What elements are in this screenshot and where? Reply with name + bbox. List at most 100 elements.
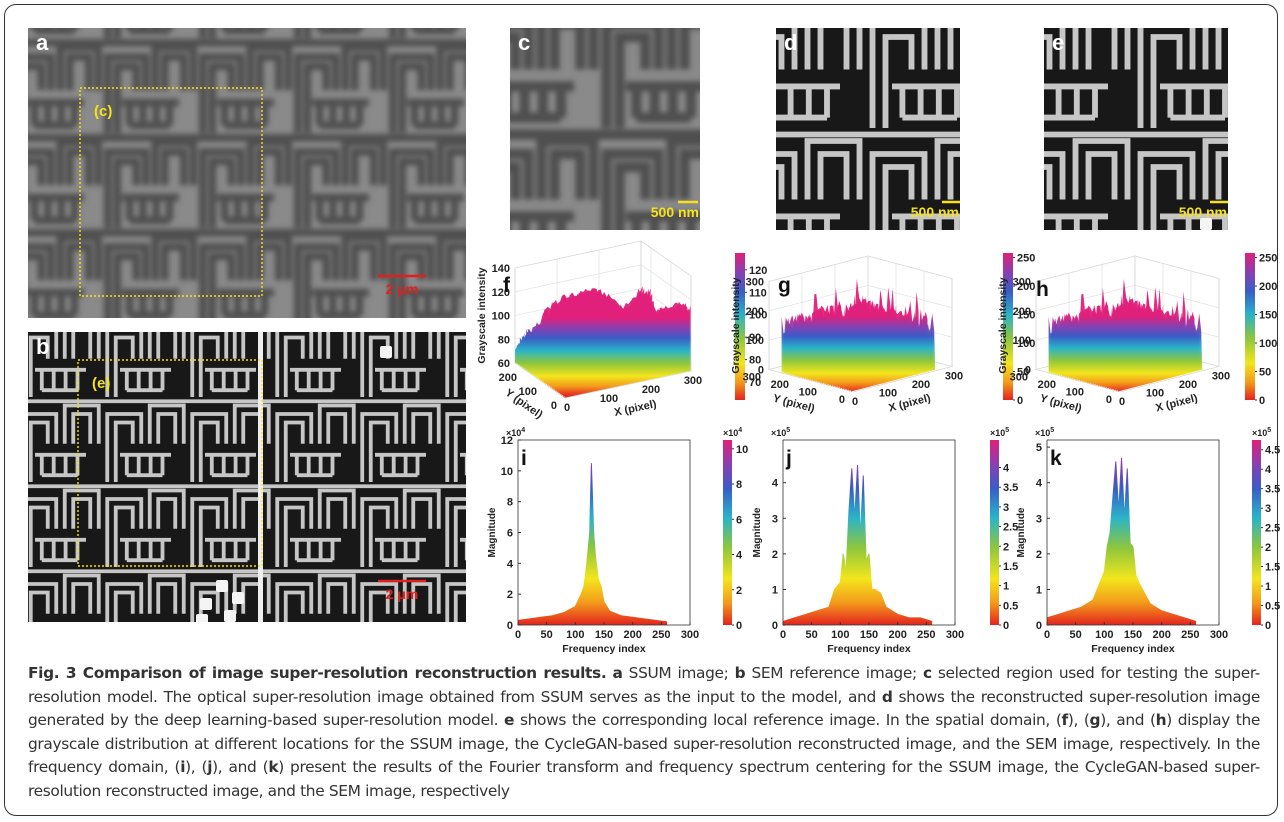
- circuit-feature: [443, 401, 528, 482]
- z-tick-label: 200: [1013, 306, 1031, 318]
- circuit-feature: [0, 401, 18, 482]
- z-axis-label: Grayscale intensity: [997, 277, 1009, 373]
- circuit-feature: [1264, 5, 1284, 128]
- colorbar-multiplier-exp: 5: [1267, 427, 1271, 434]
- x-tick-label: 300: [945, 371, 963, 383]
- z-axis-label: Grayscale intensity: [476, 267, 488, 363]
- spectrum-plot: 024681012050100150200250300×104Frequency…: [487, 427, 748, 655]
- spectrum-fill: [1047, 458, 1196, 625]
- x-axis-label: Frequency index: [827, 643, 911, 655]
- colorbar-tick-label: 2: [736, 585, 742, 597]
- y-tick-label: 0: [507, 620, 513, 632]
- caption: Fig. 3 Comparison of image super-resolut…: [28, 662, 1260, 804]
- colorbar-tick-label: 2.5: [1265, 523, 1280, 535]
- colorbar-tick-label: 1: [1265, 581, 1271, 593]
- x-tick-label: 100: [1095, 629, 1113, 641]
- panel-letter: a: [36, 30, 49, 55]
- panel-letter: f: [503, 274, 511, 297]
- colorbar-tick-label: 2: [1265, 542, 1271, 554]
- colorbar-tick-label: 100: [1259, 338, 1277, 350]
- colorbar-tick-label: 8: [736, 479, 742, 491]
- y-tick-label: 200: [771, 379, 789, 391]
- circuit-feature: [528, 486, 613, 567]
- caption-bold: k: [268, 758, 278, 776]
- spectrum-fill: [783, 465, 932, 625]
- colorbar-tick-label: 0: [1003, 620, 1009, 632]
- x-tick-label: 200: [912, 379, 930, 391]
- colorbar-tick-label: 1: [1003, 581, 1009, 593]
- colorbar-multiplier-base: ×10: [1252, 428, 1267, 438]
- y-axis-label: Magnitude: [1016, 507, 1027, 557]
- y-multiplier-exp: 5: [1050, 427, 1054, 434]
- roi-label: (e): [92, 375, 110, 392]
- particle: [224, 610, 236, 622]
- colorbar: [1252, 440, 1261, 625]
- y-tick-label: 3: [772, 513, 778, 525]
- x-tick-label: 300: [684, 375, 702, 387]
- x-tick-label: 0: [1119, 396, 1125, 408]
- x-tick-label: 0: [515, 629, 521, 641]
- x-tick-label: 50: [806, 629, 818, 641]
- colorbar-tick-label: 4.5: [1265, 445, 1280, 457]
- caption-text: ), and (: [212, 758, 268, 776]
- colorbar-tick-label: 250: [1259, 253, 1277, 265]
- colorbar: [990, 440, 999, 625]
- y-tick-label: 2: [507, 589, 513, 601]
- scale-label: 2 μm: [386, 281, 419, 297]
- caption-text: ), and (: [1100, 711, 1155, 729]
- roi-label: (c): [94, 103, 112, 120]
- particle: [200, 598, 212, 610]
- x-tick-label: 300: [1210, 629, 1228, 641]
- x-tick-label: 100: [1146, 388, 1164, 400]
- y-tick-label: 2: [772, 549, 778, 561]
- y-tick-label: 200: [499, 372, 517, 384]
- x-tick-label: 0: [852, 396, 858, 408]
- circuit-feature: [443, 486, 528, 567]
- y-tick-label: 2: [1036, 549, 1042, 561]
- particle: [380, 346, 392, 358]
- x-tick-label: 150: [1124, 629, 1142, 641]
- x-tick-label: 0: [780, 629, 786, 641]
- y-tick-label: 0: [772, 620, 778, 632]
- colorbar-tick-label: 110: [749, 287, 767, 299]
- y-tick-label: 3: [1036, 513, 1042, 525]
- colorbar: [1245, 253, 1255, 400]
- x-axis-label: X (pixel): [613, 398, 658, 419]
- colorbar-tick-label: 3: [1003, 502, 1009, 514]
- colorbar-tick-label: 4: [736, 550, 743, 562]
- caption-bold: b: [735, 664, 746, 682]
- caption-text: SEM reference image;: [745, 664, 923, 682]
- colorbar-multiplier: ×105: [990, 427, 1009, 438]
- circuit-feature: [0, 43, 8, 133]
- y-tick-label: 0: [1036, 620, 1042, 632]
- scale-label: 500 nm: [651, 204, 699, 220]
- colorbar-multiplier-base: ×10: [723, 428, 738, 438]
- y-tick-label: 200: [1038, 379, 1056, 391]
- colorbar-multiplier-exp: 4: [738, 427, 742, 434]
- colorbar-tick-label: 0: [736, 620, 742, 632]
- colorbar-tick-label: 2: [1003, 541, 1009, 553]
- z-tick-label: 300: [1013, 277, 1031, 289]
- page: { "panels": [ {"letter": "a", "roi_label…: [0, 0, 1284, 822]
- surface-plot: 010020030001002003000100200300Grayscale …: [997, 253, 1277, 416]
- colorbar-tick-label: 6: [736, 514, 742, 526]
- colorbar-multiplier-base: ×10: [990, 428, 1005, 438]
- colorbar-tick-label: 0: [1259, 395, 1265, 407]
- y-multiplier-exp: 5: [786, 427, 790, 434]
- y-multiplier: ×105: [1035, 427, 1054, 438]
- colorbar-tick-label: 0: [1265, 620, 1271, 632]
- panel-letter: i: [521, 447, 527, 470]
- x-tick-label: 250: [1181, 629, 1199, 641]
- y-tick-label: 300: [1010, 372, 1028, 384]
- x-tick-label: 150: [860, 629, 878, 641]
- colorbar-tick-label: 1.5: [1265, 562, 1280, 574]
- x-tick-label: 250: [652, 629, 670, 641]
- panel-letter: k: [1050, 447, 1062, 470]
- y-tick-label: 300: [743, 372, 761, 384]
- surface-plot: 608010012014001002003000100200Grayscale …: [476, 241, 767, 421]
- particle: [232, 592, 244, 604]
- spectrum-plot: 01234050100150200250300×105Frequency ind…: [752, 427, 1018, 655]
- x-tick-label: 0: [1044, 629, 1050, 641]
- colorbar-tick-label: 50: [1259, 367, 1271, 379]
- circuit-feature: [0, 233, 8, 323]
